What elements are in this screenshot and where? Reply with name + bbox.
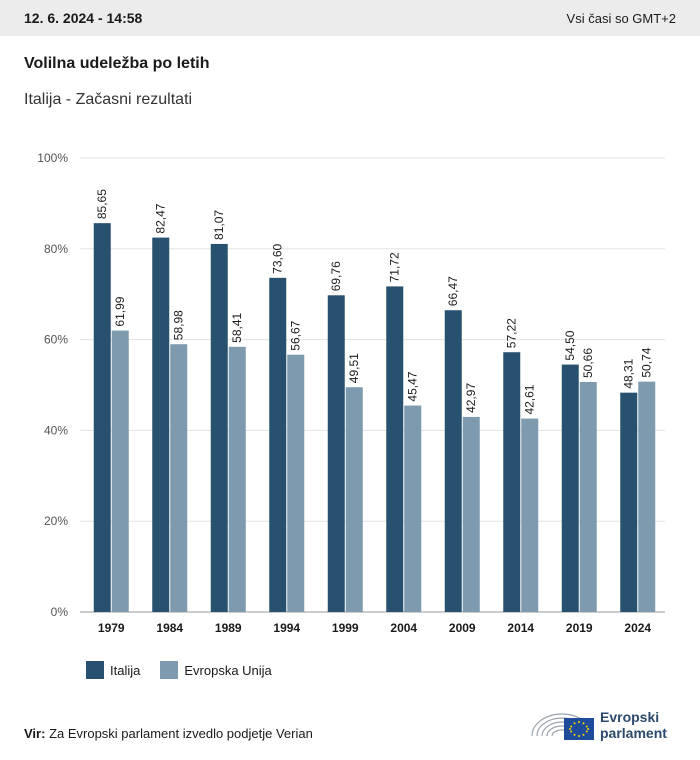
- bar-italija: [327, 295, 345, 612]
- bar-eu: [579, 382, 597, 612]
- legend-item-eu: Evropska Unija: [160, 661, 272, 679]
- y-tick-label: 40%: [44, 423, 68, 437]
- logo-line-2: parlament: [600, 725, 667, 741]
- bar-value-label: 71,72: [388, 252, 402, 282]
- legend-item-italija: Italija: [86, 661, 140, 679]
- bar-eu: [638, 381, 656, 612]
- bar-italija: [386, 286, 404, 612]
- bar-value-label: 50,74: [640, 347, 654, 377]
- bar-value-label: 82,47: [154, 203, 168, 233]
- bar-value-label: 42,97: [464, 383, 478, 413]
- bar-italija: [210, 243, 228, 612]
- bar-eu: [462, 416, 480, 612]
- bar-value-label: 45,47: [406, 371, 420, 401]
- source-note: Vir: Za Evropski parlament izvedlo podje…: [24, 726, 313, 741]
- x-tick-label: 1989: [215, 621, 242, 635]
- bar-value-label: 48,31: [622, 358, 636, 388]
- y-tick-label: 60%: [44, 333, 68, 347]
- bar-eu: [521, 418, 539, 612]
- y-tick-label: 100%: [37, 151, 68, 165]
- bar-value-label: 42,61: [523, 384, 537, 414]
- bar-eu: [345, 387, 363, 612]
- bar-value-label: 57,22: [505, 318, 519, 348]
- timezone-note: Vsi časi so GMT+2: [566, 10, 676, 26]
- top-bar: 12. 6. 2024 - 14:58 Vsi časi so GMT+2: [0, 0, 700, 36]
- chart-title: Volilna udeležba po letih: [24, 55, 210, 72]
- logo-line-1: Evropski: [600, 709, 660, 725]
- bar-value-label: 50,66: [581, 348, 595, 378]
- legend-label-eu: Evropska Unija: [184, 662, 272, 678]
- y-tick-label: 80%: [44, 242, 68, 256]
- bar-value-label: 69,76: [329, 261, 343, 291]
- bar-value-label: 73,60: [271, 244, 285, 274]
- bar-italija: [269, 277, 287, 612]
- x-tick-label: 1994: [273, 621, 300, 635]
- chart-legend: Italija Evropska Unija: [86, 661, 292, 679]
- bar-value-label: 56,67: [289, 320, 303, 350]
- source-label: Vir:: [24, 726, 46, 741]
- x-tick-label: 2004: [390, 621, 417, 635]
- x-tick-label: 2024: [624, 621, 651, 635]
- bar-value-label: 49,51: [347, 353, 361, 383]
- bar-italija: [444, 310, 462, 612]
- bar-eu: [228, 346, 246, 612]
- bar-value-label: 58,41: [230, 312, 244, 342]
- legend-swatch-eu: [160, 661, 179, 679]
- source-text: Za Evropski parlament izvedlo podjetje V…: [49, 726, 313, 741]
- x-tick-label: 1999: [332, 621, 359, 635]
- bar-value-label: 58,98: [172, 310, 186, 340]
- bar-eu: [287, 354, 305, 612]
- bar-eu: [404, 405, 422, 612]
- x-tick-label: 1979: [98, 621, 125, 635]
- x-tick-label: 2014: [507, 621, 534, 635]
- chart-subtitle: Italija - Začasni rezultati: [24, 91, 193, 108]
- bar-value-label: 66,47: [446, 276, 460, 306]
- x-tick-label: 1984: [156, 621, 183, 635]
- bar-value-label: 61,99: [113, 296, 127, 326]
- parliament-emblem-icon: [531, 713, 594, 740]
- bar-italija: [561, 364, 579, 612]
- bar-italija: [152, 237, 170, 613]
- bar-italija: [93, 223, 111, 613]
- bar-italija: [620, 392, 638, 612]
- bar-eu: [170, 344, 188, 612]
- bar-value-label: 81,07: [212, 210, 226, 240]
- bar-italija: [503, 352, 521, 612]
- y-tick-label: 20%: [44, 514, 68, 528]
- bar-eu: [111, 330, 129, 612]
- legend-swatch-italija: [86, 661, 104, 679]
- timestamp: 12. 6. 2024 - 14:58: [24, 10, 143, 26]
- bar-value-label: 85,65: [95, 189, 109, 219]
- bar-value-label: 54,50: [563, 330, 577, 360]
- bar-chart: 0% 20% 40% 60% 80% 100% 85,65 61,99 1979 82,47 58,…: [37, 151, 665, 635]
- y-tick-label: 0%: [51, 605, 69, 619]
- x-tick-label: 2009: [449, 621, 476, 635]
- x-tick-label: 2019: [566, 621, 593, 635]
- ep-logo: Evropski parlament: [528, 700, 678, 744]
- legend-label-italija: Italija: [110, 662, 141, 678]
